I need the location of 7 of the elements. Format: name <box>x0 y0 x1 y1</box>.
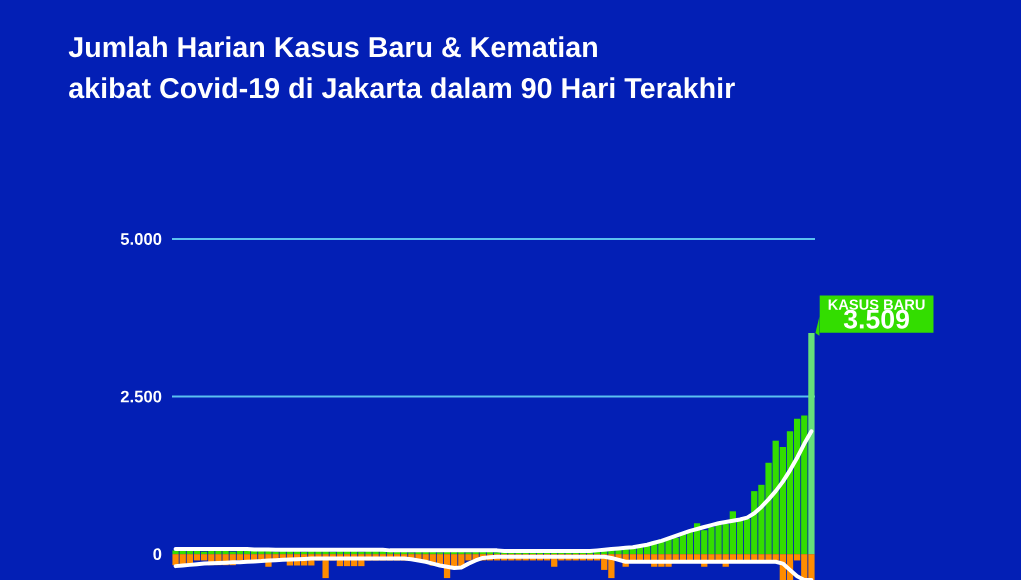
chart-title: Jumlah Harian Kasus Baru & Kematian <box>68 36 597 58</box>
data-label: 3.509 <box>843 309 909 329</box>
y-tick-label: 0 <box>153 548 162 561</box>
y-tick-label: 2.500 <box>120 390 162 403</box>
chart-subtitle: akibat Covid-19 di Jakarta dalam 90 Hari Terakhir <box>69 77 735 99</box>
y-tick-label: 5.000 <box>120 233 162 245</box>
text: KASUS BARU <box>828 299 925 310</box>
